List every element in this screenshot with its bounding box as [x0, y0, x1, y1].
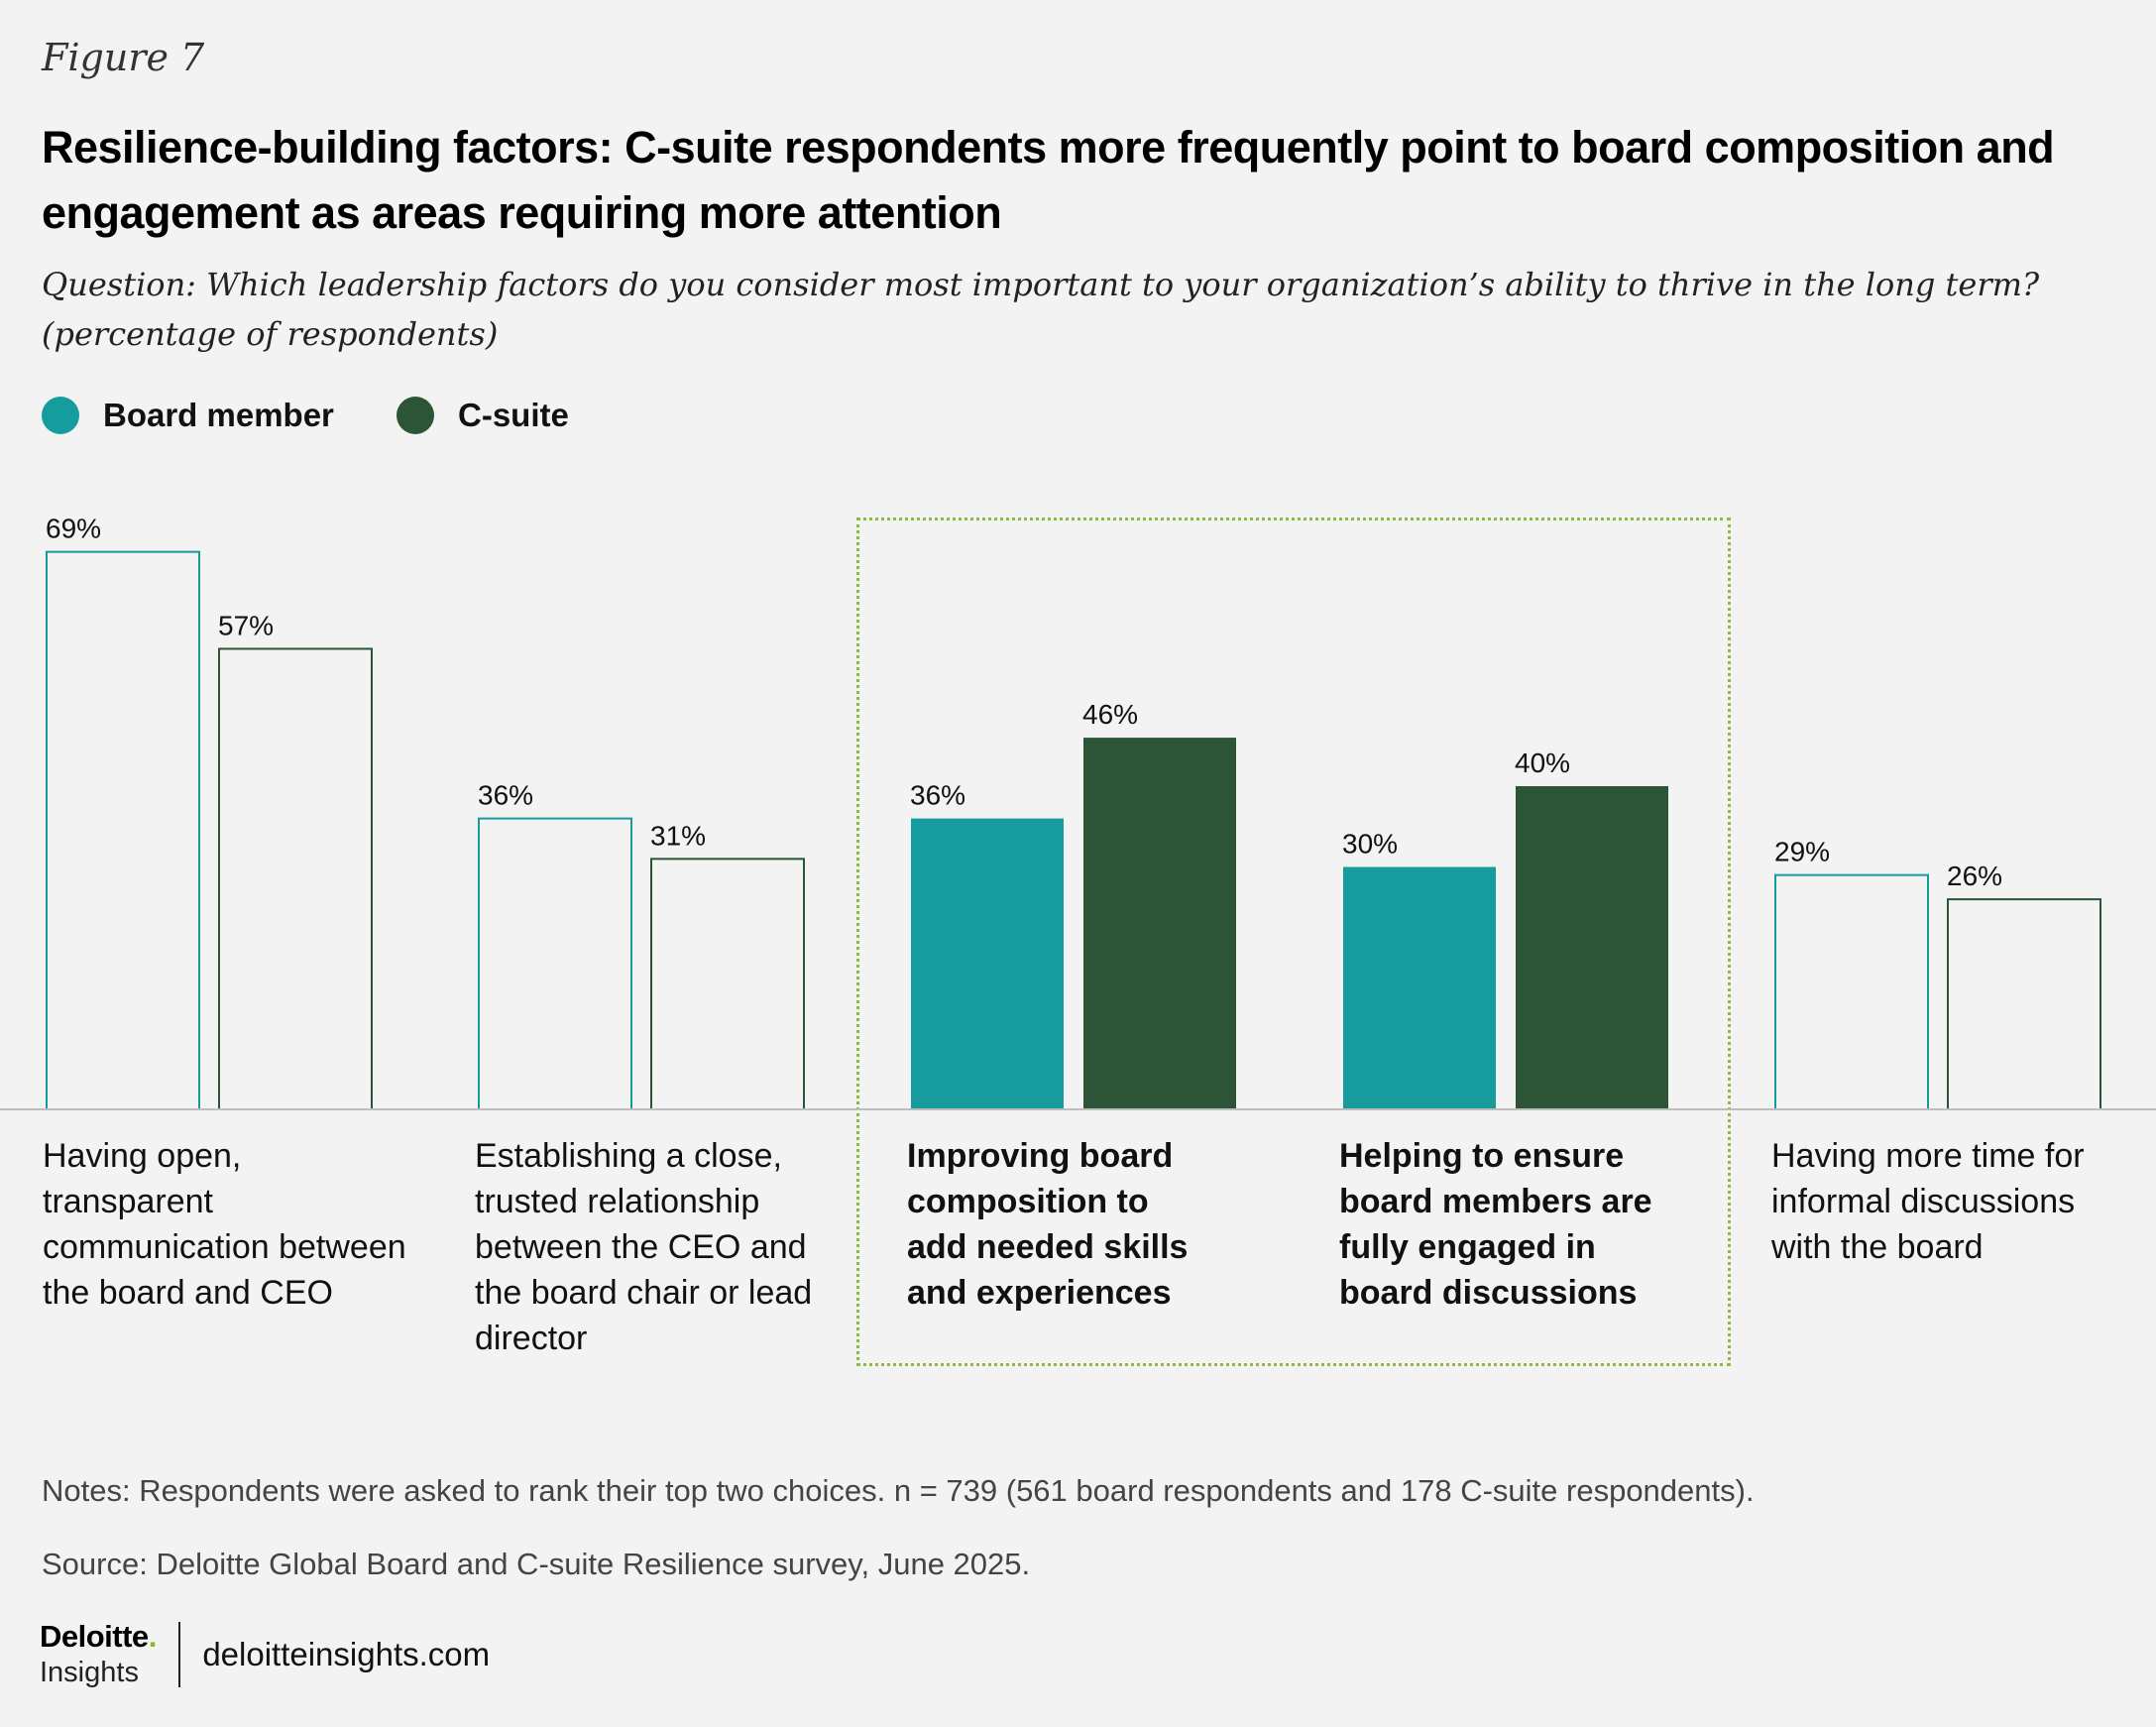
highlight-box [856, 518, 1731, 1366]
x-tick-label-3-line-1: Improving board [907, 1137, 1174, 1175]
x-tick-label-3: Improving board composition to add needed … [907, 1133, 1284, 1316]
x-tick-label-4-line-4: board discussions [1339, 1274, 1638, 1312]
figure-label: Figure 7 [42, 36, 205, 79]
x-tick-label-4-line-2: board members are [1339, 1183, 1652, 1220]
x-tick-label-5-line-1: Having more time for [1771, 1137, 2085, 1175]
x-tick-label-4-line-1: Helping to ensure [1339, 1137, 1625, 1175]
x-tick-label-3-line-3: add needed skills [907, 1228, 1189, 1266]
legend-swatch-c-suite [397, 397, 434, 434]
x-tick-label-2-line-3: between the CEO and [475, 1228, 807, 1266]
x-tick-label-2-line-2: trusted relationship [475, 1183, 760, 1220]
brand-divider [178, 1622, 181, 1687]
bar-board-member-5 [1774, 873, 1929, 1110]
legend-item-board-member: Board member [42, 397, 334, 434]
x-tick-label-4: Helping to ensure board members are fully … [1339, 1133, 1716, 1316]
bar-board-member-1 [46, 550, 200, 1110]
value-label-c-suite-4: 40% [1515, 748, 1570, 778]
x-tick-label-2-line-1: Establishing a close, [475, 1137, 782, 1175]
value-label-board-member-5: 29% [1774, 837, 1830, 867]
x-tick-label-5-line-3: with the board [1771, 1228, 1984, 1266]
source: Source: Deloitte Global Board and C-suit… [42, 1547, 1031, 1581]
bar-c-suite-4 [1516, 786, 1668, 1109]
bar-board-member-3 [911, 818, 1064, 1109]
value-label-c-suite-1: 57% [218, 610, 274, 640]
value-label-board-member-2: 36% [478, 780, 533, 811]
x-tick-label-2-line-5: director [475, 1320, 588, 1357]
x-tick-label-1-line-2: communication between [43, 1228, 406, 1266]
legend-swatch-board-member [42, 397, 79, 434]
legend-item-c-suite: C-suite [397, 397, 569, 434]
bar-board-member-4 [1343, 866, 1496, 1109]
brand-sub: Insights [40, 1657, 139, 1688]
brand-name: Deloitte [40, 1619, 149, 1654]
x-tick-label-1-line-3: the board and CEO [43, 1274, 333, 1312]
value-label-c-suite-5: 26% [1947, 861, 2002, 891]
bar-c-suite-2 [650, 858, 805, 1110]
bar-c-suite-5 [1947, 898, 2101, 1110]
notes: Notes: Respondents were asked to rank th… [42, 1473, 1755, 1508]
legend-label-c-suite: C-suite [458, 397, 569, 433]
value-label-c-suite-3: 46% [1082, 699, 1138, 730]
x-tick-label-5-line-2: informal discussions [1771, 1183, 2076, 1220]
chart-subtitle: Question: Which leadership factors do yo… [42, 266, 2040, 353]
value-label-board-member-4: 30% [1342, 829, 1398, 860]
bar-chart: 69% 57% 36% 31% 36% 46% 30% 40% 29% 26% [0, 514, 2156, 1110]
x-tick-label-5: Having more time for informal discussions… [1771, 1133, 2148, 1270]
x-tick-label-3-line-2: composition to [907, 1183, 1149, 1220]
x-tick-label-1-line-1: Having open, transparent [43, 1137, 242, 1220]
brand-dot: . [148, 1619, 158, 1654]
value-label-board-member-1: 69% [46, 514, 101, 544]
value-labels-group: 69% 57% 36% 31% 36% 46% 30% 40% 29% 26% [46, 514, 2002, 891]
x-tick-label-1: Having open, transparent communication be… [43, 1133, 419, 1316]
brand-url[interactable]: deloitteinsights.com [202, 1636, 491, 1672]
bar-c-suite-1 [218, 647, 373, 1110]
x-tick-label-2-line-4: the board chair or lead [475, 1274, 813, 1312]
deloitte-insights-logo: Deloitte. Insights [40, 1619, 158, 1688]
value-label-board-member-3: 36% [910, 780, 965, 811]
legend-label-board-member: Board member [103, 397, 334, 433]
x-tick-label-2: Establishing a close, trusted relationshi… [475, 1133, 851, 1361]
bar-c-suite-3 [1083, 738, 1236, 1109]
bar-board-member-2 [478, 817, 632, 1110]
x-tick-label-4-line-3: fully engaged in [1339, 1228, 1596, 1266]
bars-group [46, 550, 2101, 1110]
chart-title: Resilience-building factors: C-suite res… [42, 122, 2055, 238]
value-label-c-suite-2: 31% [650, 820, 706, 851]
x-tick-label-3-line-4: and experiences [907, 1274, 1172, 1312]
brand-footer: Deloitte. Insights deloitteinsights.com [40, 1619, 491, 1688]
